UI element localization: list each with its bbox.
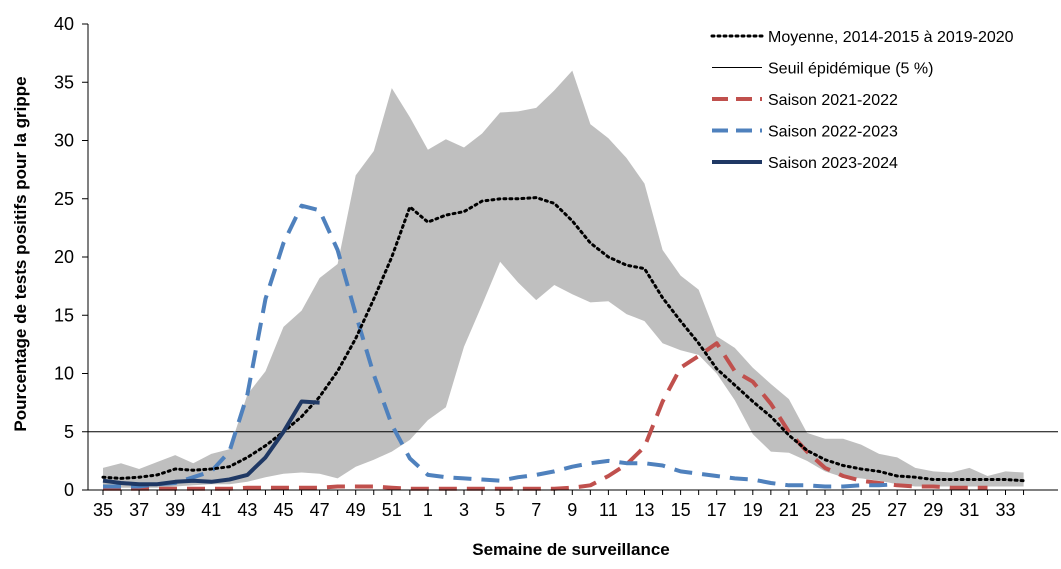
x-tick-label: 27 <box>887 500 907 520</box>
legend-label-1: Seuil épidémique (5 %) <box>768 61 933 78</box>
x-tick-label: 39 <box>165 500 185 520</box>
y-tick-label: 40 <box>54 14 74 34</box>
axes <box>82 23 1058 495</box>
x-tick-label: 19 <box>743 500 763 520</box>
historical-range-band <box>103 70 1024 488</box>
legend-label-0: Moyenne, 2014-2015 à 2019-2020 <box>768 29 1014 46</box>
x-tick-label: 51 <box>382 500 402 520</box>
x-tick-label: 45 <box>273 500 293 520</box>
y-tick-labels: 0 5 10 15 20 25 30 35 40 <box>54 14 74 500</box>
x-tick-label: 31 <box>959 500 979 520</box>
x-tick-label: 7 <box>531 500 541 520</box>
series-line-4 <box>102 399 320 487</box>
x-tick-label: 23 <box>815 500 835 520</box>
legend: Moyenne, 2014-2015 à 2019-2020 Seuil épid… <box>710 29 1014 172</box>
x-tick-label: 47 <box>310 500 330 520</box>
y-axis-title: Pourcentage de tests positifs pour la gr… <box>11 76 30 431</box>
series-line-0 <box>101 196 1026 483</box>
x-tick-label: 41 <box>201 500 221 520</box>
series-line-3 <box>103 203 898 489</box>
y-tick-label: 25 <box>54 189 74 209</box>
x-tick-label: 25 <box>851 500 871 520</box>
x-tick-label: 35 <box>93 500 113 520</box>
legend-label-4: Saison 2023-2024 <box>768 155 898 172</box>
legend-label-3: Saison 2022-2023 <box>768 124 898 141</box>
x-tick-label: 9 <box>567 500 577 520</box>
x-tick-label: 49 <box>346 500 366 520</box>
y-tick-label: 35 <box>54 72 74 92</box>
range-band-area <box>103 70 1024 488</box>
y-tick-label: 10 <box>54 364 74 384</box>
x-tick-label: 11 <box>599 500 618 520</box>
y-tick-label: 0 <box>64 480 74 500</box>
x-tick-label: 37 <box>129 500 149 520</box>
x-tick-label: 17 <box>707 500 727 520</box>
x-tick-label: 1 <box>423 500 433 520</box>
series-line-2 <box>103 341 988 491</box>
series-lines <box>101 196 1026 491</box>
x-tick-label: 5 <box>495 500 505 520</box>
x-tick-label: 21 <box>779 500 799 520</box>
y-tick-label: 30 <box>54 131 74 151</box>
x-tick-label: 33 <box>995 500 1015 520</box>
x-tick-label: 29 <box>923 500 943 520</box>
y-tick-label: 20 <box>54 247 74 267</box>
x-tick-label: 43 <box>237 500 257 520</box>
y-tick-label: 15 <box>54 305 74 325</box>
x-axis-title: Semaine de surveillance <box>472 540 670 559</box>
x-tick-label: 15 <box>671 500 691 520</box>
x-tick-label: 13 <box>634 500 654 520</box>
x-tick-labels: 35 37 39 41 43 45 47 49 51 1 3 5 7 9 11 13 15 17 19 21 23 25 2… <box>93 500 1016 520</box>
x-tick-label: 3 <box>459 500 469 520</box>
legend-label-2: Saison 2021-2022 <box>768 92 898 109</box>
y-tick-label: 5 <box>64 422 74 442</box>
